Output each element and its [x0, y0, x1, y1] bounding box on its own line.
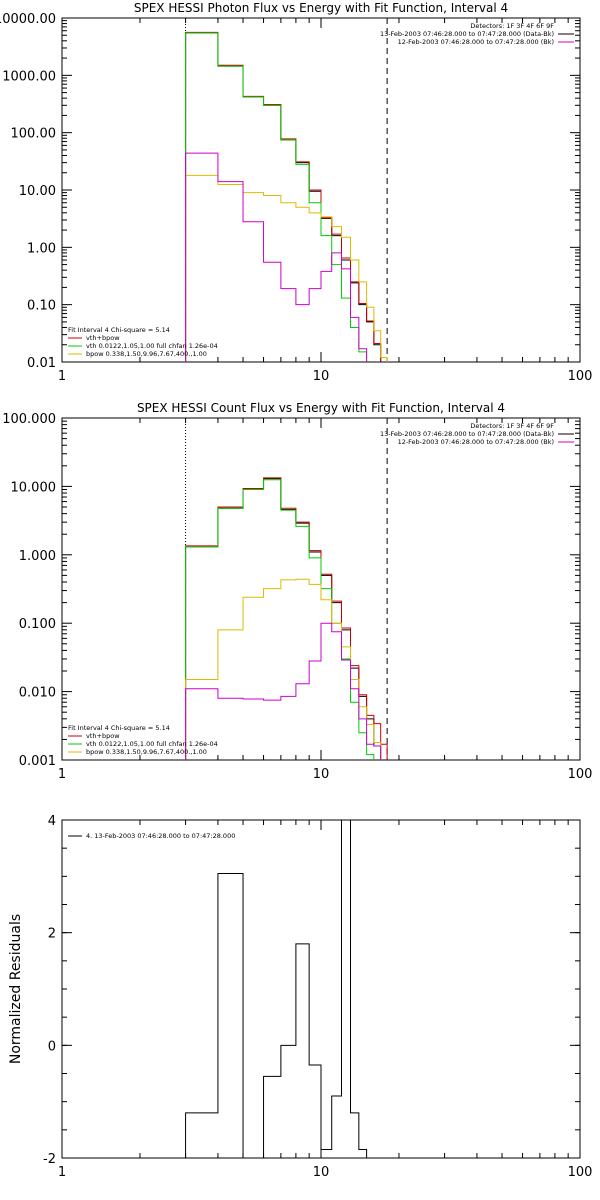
- y-tick-label: 0.10: [27, 299, 56, 314]
- series-vth-line: [185, 479, 411, 760]
- legend-left-text: Fit Interval 4 Chi-square = 5.14: [68, 326, 170, 334]
- chart-title: SPEX HESSI Photon Flux vs Energy with Fi…: [134, 1, 508, 15]
- series-resid-line: [185, 152, 411, 362]
- y-tick-label: 1000.00: [2, 69, 56, 84]
- x-tick-label: 1: [58, 1165, 66, 1180]
- y-tick-label: 4: [48, 814, 56, 829]
- y-tick-label: -2: [43, 1152, 56, 1167]
- series-resid-line: [185, 622, 411, 760]
- chart-title: SPEX HESSI Count Flux vs Energy with Fit…: [137, 401, 505, 415]
- legend-left-text: bpow 0.338,1.50,9.96,7.67,400.,1.00: [86, 350, 207, 358]
- x-tick-label: 100: [568, 369, 593, 384]
- legend-right-text: 13-Feb-2003 07:46:28.000 to 07:47:28.000…: [380, 30, 554, 38]
- y-tick-label: 0.001: [19, 754, 56, 769]
- series-bpow-line: [185, 174, 411, 362]
- series-group: [185, 820, 410, 1158]
- x-tick-label: 100: [568, 1165, 593, 1180]
- legend-left-text: vth 0.0122,1.05,1.00 full chfan 1.26e-04: [86, 342, 218, 350]
- x-tick-label: 10: [313, 369, 330, 384]
- legend-right-text: Detectors: 1F 3F 4F 6F 9F: [470, 22, 554, 30]
- photon-flux-panel: SPEX HESSI Photon Flux vs Energy with Fi…: [0, 1, 593, 384]
- y-tick-label: 10.00: [19, 184, 56, 199]
- legend-right-text: Detectors: 1F 3F 4F 6F 9F: [470, 422, 554, 430]
- y-tick-label: 0: [48, 1039, 56, 1054]
- y-tick-label: 10.000: [11, 480, 57, 495]
- series-residuals-line: [185, 820, 410, 1158]
- x-tick-label: 10: [313, 767, 330, 782]
- series-bpow-line: [185, 578, 411, 760]
- legend-left-text: Fit Interval 4 Chi-square = 5.14: [68, 724, 170, 732]
- y-tick-label: 2: [48, 927, 56, 942]
- y-tick-label: 10000.00: [0, 12, 56, 27]
- series-group: [185, 477, 411, 760]
- y-tick-label: 1.00: [27, 241, 56, 256]
- legend-right-text: 12-Feb-2003 07:46:28.000 to 07:47:28.000…: [398, 438, 554, 446]
- x-tick-label: 1: [58, 767, 66, 782]
- series-vth-line: [185, 32, 411, 362]
- y-tick-label: 1.000: [19, 549, 56, 564]
- y-tick-label: 0.010: [19, 686, 56, 701]
- series-data-line: [185, 32, 411, 362]
- residuals-panel: Normalized Residuals 1 10 100 -2 0 2 4 4. 13-Feb…: [8, 814, 592, 1180]
- x-tick-label: 100: [568, 767, 593, 782]
- y-tick-label: 0.01: [27, 356, 56, 371]
- legend-right-text: 12-Feb-2003 07:46:28.000 to 07:47:28.000…: [398, 38, 554, 46]
- legend-left-text: bpow 0.338,1.50,9.96,7.67,400.,1.00: [86, 748, 207, 756]
- y-tick-label: 0.100: [19, 617, 56, 632]
- y-tick-label: 100.00: [11, 127, 57, 142]
- series-group: [185, 31, 411, 362]
- legend-left-text: vth 0.0122,1.05,1.00 full chfan 1.26e-04: [86, 740, 218, 748]
- legend-left-text: vth+bpow: [86, 334, 120, 342]
- legend-left-text: 4. 13-Feb-2003 07:46:28.000 to 07:47:28.…: [86, 832, 235, 840]
- series-total-line: [185, 31, 411, 362]
- x-tick-label: 1: [58, 369, 66, 384]
- y-axis-label: Normalized Residuals: [8, 914, 24, 1064]
- count-flux-panel: SPEX HESSI Count Flux vs Energy with Fit…: [2, 401, 593, 782]
- y-tick-label: 100.000: [2, 412, 56, 427]
- series-data-line: [185, 478, 411, 760]
- series-total-line: [185, 477, 411, 760]
- x-tick-label: 10: [313, 1165, 330, 1180]
- legend-left-text: vth+bpow: [86, 732, 120, 740]
- legend-right-text: 13-Feb-2003 07:46:28.000 to 07:47:28.000…: [380, 430, 554, 438]
